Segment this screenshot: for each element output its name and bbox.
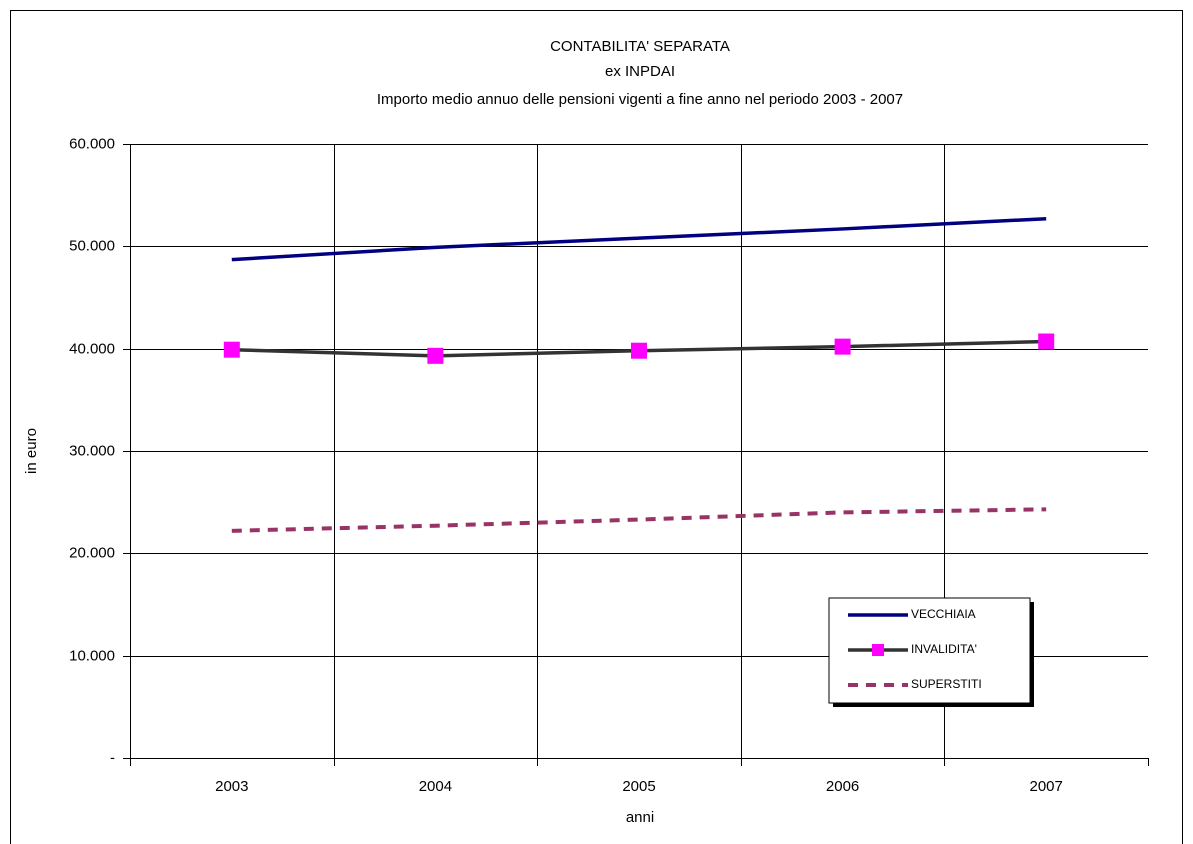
y-tick-label: 50.000 <box>69 237 115 254</box>
x-tick-label: 2004 <box>419 778 452 795</box>
y-tick-label: 60.000 <box>69 135 115 152</box>
x-tick-label: 2006 <box>826 778 859 795</box>
y-tick-label: 20.000 <box>69 544 115 561</box>
legend-marker <box>872 644 884 656</box>
series-marker <box>1038 333 1055 350</box>
y-axis-label: in euro <box>23 428 40 474</box>
y-tick-label: 40.000 <box>69 340 115 357</box>
legend-label: VECCHIAIA <box>911 607 976 621</box>
chart-title: ex INPDAI <box>605 63 675 80</box>
x-tick-label: 2005 <box>622 778 655 795</box>
series-marker <box>834 338 851 355</box>
x-axis-label: anni <box>626 809 654 826</box>
chart-frame <box>10 10 1183 844</box>
x-tick-label: 2003 <box>215 778 248 795</box>
series-marker <box>223 341 240 358</box>
series-marker <box>631 342 647 359</box>
legend-label: SUPERSTITI <box>911 677 982 691</box>
y-tick-label: 10.000 <box>69 647 115 664</box>
series-marker <box>427 347 444 364</box>
chart-title: Importo medio annuo delle pensioni vigen… <box>377 91 903 108</box>
y-tick-label: - <box>110 749 115 766</box>
x-tick-label: 2007 <box>1030 778 1063 795</box>
series-line <box>231 216 1047 262</box>
chart-title: CONTABILITA' SEPARATA <box>550 38 730 55</box>
legend-label: INVALIDITA' <box>911 642 977 656</box>
y-tick-label: 30.000 <box>69 442 115 459</box>
series-line <box>231 507 1047 533</box>
